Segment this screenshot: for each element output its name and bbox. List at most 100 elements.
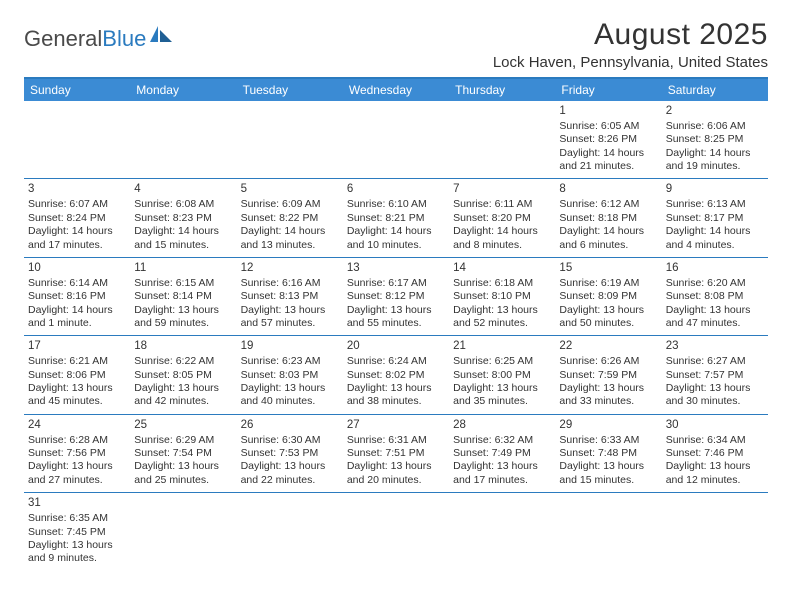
daylight-line: and 27 minutes.	[28, 474, 126, 487]
sunset-line: Sunset: 8:20 PM	[453, 212, 551, 225]
sunset-line: Sunset: 8:13 PM	[241, 290, 339, 303]
header-row: GeneralBlue August 2025 Lock Haven, Penn…	[24, 18, 768, 71]
dayhead-thu: Thursday	[449, 79, 555, 101]
sunrise-line: Sunrise: 6:08 AM	[134, 198, 232, 211]
daylight-line: Daylight: 13 hours	[559, 382, 657, 395]
sunset-line: Sunset: 7:49 PM	[453, 447, 551, 460]
sunrise-line: Sunrise: 6:32 AM	[453, 434, 551, 447]
dayhead-mon: Monday	[130, 79, 236, 101]
sunset-line: Sunset: 8:06 PM	[28, 369, 126, 382]
daylight-line: Daylight: 13 hours	[134, 460, 232, 473]
daylight-line: and 22 minutes.	[241, 474, 339, 487]
daylight-line: Daylight: 13 hours	[453, 304, 551, 317]
day-cell: 12Sunrise: 6:16 AMSunset: 8:13 PMDayligh…	[237, 258, 343, 335]
day-number: 10	[28, 261, 126, 276]
dayhead-sat: Saturday	[662, 79, 768, 101]
sunrise-line: Sunrise: 6:19 AM	[559, 277, 657, 290]
daylight-line: and 52 minutes.	[453, 317, 551, 330]
daylight-line: Daylight: 13 hours	[559, 304, 657, 317]
daylight-line: and 9 minutes.	[28, 552, 126, 565]
empty-cell	[24, 101, 130, 178]
day-cell: 14Sunrise: 6:18 AMSunset: 8:10 PMDayligh…	[449, 258, 555, 335]
sunset-line: Sunset: 8:10 PM	[453, 290, 551, 303]
sunrise-line: Sunrise: 6:27 AM	[666, 355, 764, 368]
daylight-line: and 17 minutes.	[453, 474, 551, 487]
daylight-line: and 1 minute.	[28, 317, 126, 330]
day-number: 13	[347, 261, 445, 276]
day-number: 17	[28, 339, 126, 354]
week-row: 24Sunrise: 6:28 AMSunset: 7:56 PMDayligh…	[24, 415, 768, 493]
day-cell: 26Sunrise: 6:30 AMSunset: 7:53 PMDayligh…	[237, 415, 343, 492]
daylight-line: Daylight: 13 hours	[347, 460, 445, 473]
logo-word-1: General	[24, 26, 102, 51]
day-number: 6	[347, 182, 445, 197]
daylight-line: Daylight: 13 hours	[241, 460, 339, 473]
daylight-line: and 6 minutes.	[559, 239, 657, 252]
day-number: 9	[666, 182, 764, 197]
day-cell: 15Sunrise: 6:19 AMSunset: 8:09 PMDayligh…	[555, 258, 661, 335]
day-cell: 27Sunrise: 6:31 AMSunset: 7:51 PMDayligh…	[343, 415, 449, 492]
sunrise-line: Sunrise: 6:12 AM	[559, 198, 657, 211]
day-number: 29	[559, 418, 657, 433]
sunrise-line: Sunrise: 6:35 AM	[28, 512, 126, 525]
sunrise-line: Sunrise: 6:17 AM	[347, 277, 445, 290]
day-number: 19	[241, 339, 339, 354]
day-cell: 31Sunrise: 6:35 AMSunset: 7:45 PMDayligh…	[24, 493, 130, 570]
empty-cell	[130, 101, 236, 178]
day-number: 30	[666, 418, 764, 433]
sunset-line: Sunset: 7:54 PM	[134, 447, 232, 460]
sunset-line: Sunset: 8:00 PM	[453, 369, 551, 382]
day-number: 26	[241, 418, 339, 433]
daylight-line: Daylight: 13 hours	[28, 382, 126, 395]
day-cell: 4Sunrise: 6:08 AMSunset: 8:23 PMDaylight…	[130, 179, 236, 256]
day-number: 21	[453, 339, 551, 354]
sunrise-line: Sunrise: 6:09 AM	[241, 198, 339, 211]
daylight-line: and 57 minutes.	[241, 317, 339, 330]
day-cell: 21Sunrise: 6:25 AMSunset: 8:00 PMDayligh…	[449, 336, 555, 413]
daylight-line: and 50 minutes.	[559, 317, 657, 330]
day-cell: 16Sunrise: 6:20 AMSunset: 8:08 PMDayligh…	[662, 258, 768, 335]
sunrise-line: Sunrise: 6:10 AM	[347, 198, 445, 211]
sunrise-line: Sunrise: 6:26 AM	[559, 355, 657, 368]
day-number: 15	[559, 261, 657, 276]
sunset-line: Sunset: 7:48 PM	[559, 447, 657, 460]
sunset-line: Sunset: 8:05 PM	[134, 369, 232, 382]
week-row: 10Sunrise: 6:14 AMSunset: 8:16 PMDayligh…	[24, 258, 768, 336]
empty-cell	[343, 493, 449, 570]
sunset-line: Sunset: 8:17 PM	[666, 212, 764, 225]
day-number: 5	[241, 182, 339, 197]
sail-icon	[148, 24, 174, 49]
day-cell: 29Sunrise: 6:33 AMSunset: 7:48 PMDayligh…	[555, 415, 661, 492]
day-cell: 5Sunrise: 6:09 AMSunset: 8:22 PMDaylight…	[237, 179, 343, 256]
daylight-line: Daylight: 13 hours	[347, 382, 445, 395]
empty-cell	[449, 493, 555, 570]
daylight-line: and 20 minutes.	[347, 474, 445, 487]
daylight-line: Daylight: 14 hours	[134, 225, 232, 238]
empty-cell	[555, 493, 661, 570]
calendar-grid: Sunday Monday Tuesday Wednesday Thursday…	[24, 77, 768, 571]
sunset-line: Sunset: 8:12 PM	[347, 290, 445, 303]
day-cell: 8Sunrise: 6:12 AMSunset: 8:18 PMDaylight…	[555, 179, 661, 256]
sunset-line: Sunset: 8:24 PM	[28, 212, 126, 225]
daylight-line: and 25 minutes.	[134, 474, 232, 487]
sunset-line: Sunset: 7:46 PM	[666, 447, 764, 460]
empty-cell	[449, 101, 555, 178]
daylight-line: and 19 minutes.	[666, 160, 764, 173]
day-number: 25	[134, 418, 232, 433]
day-number: 2	[666, 104, 764, 119]
sunset-line: Sunset: 8:25 PM	[666, 133, 764, 146]
sunrise-line: Sunrise: 6:28 AM	[28, 434, 126, 447]
daylight-line: and 12 minutes.	[666, 474, 764, 487]
daylight-line: and 13 minutes.	[241, 239, 339, 252]
title-block: August 2025 Lock Haven, Pennsylvania, Un…	[493, 18, 768, 71]
week-row: 31Sunrise: 6:35 AMSunset: 7:45 PMDayligh…	[24, 493, 768, 570]
daylight-line: and 15 minutes.	[559, 474, 657, 487]
daylight-line: Daylight: 13 hours	[666, 382, 764, 395]
daylight-line: and 42 minutes.	[134, 395, 232, 408]
sunrise-line: Sunrise: 6:21 AM	[28, 355, 126, 368]
day-cell: 10Sunrise: 6:14 AMSunset: 8:16 PMDayligh…	[24, 258, 130, 335]
sunrise-line: Sunrise: 6:20 AM	[666, 277, 764, 290]
day-number: 7	[453, 182, 551, 197]
sunrise-line: Sunrise: 6:25 AM	[453, 355, 551, 368]
daylight-line: and 15 minutes.	[134, 239, 232, 252]
